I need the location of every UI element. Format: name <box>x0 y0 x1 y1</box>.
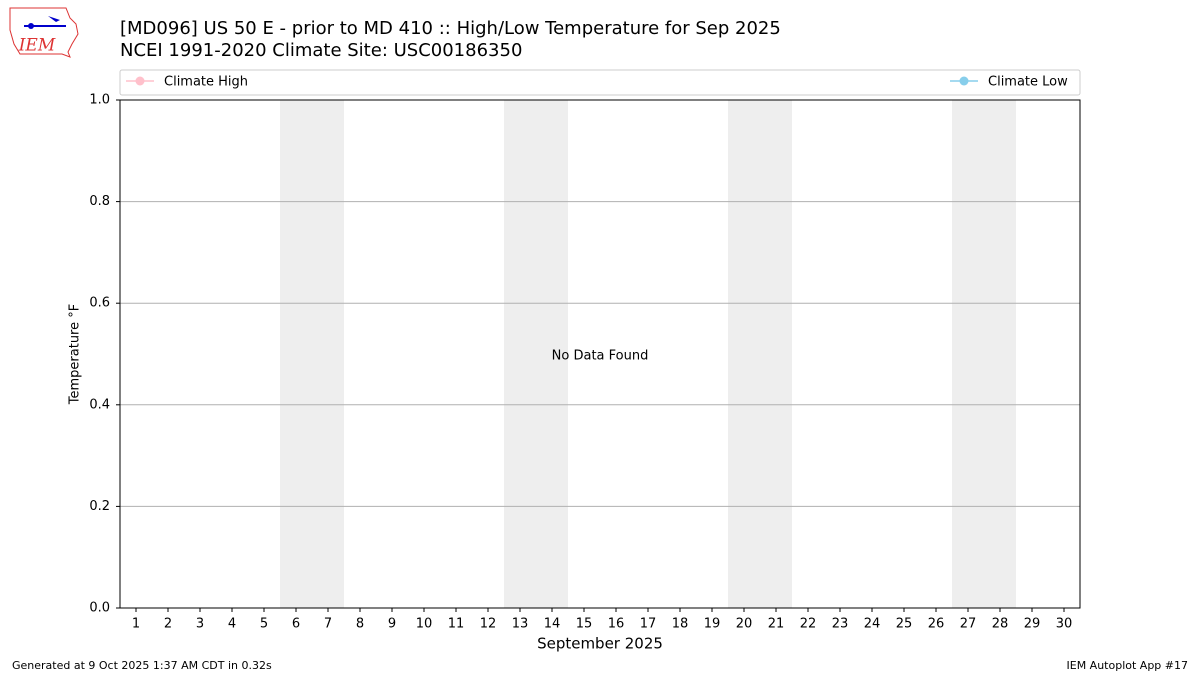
x-tick-label: 25 <box>896 617 913 632</box>
y-tick-label: 0.6 <box>89 296 110 311</box>
x-tick-label: 15 <box>576 617 593 632</box>
x-tick-label: 18 <box>672 617 689 632</box>
y-axis-label: Temperature °F <box>68 304 83 405</box>
y-tick-label: 0.4 <box>89 397 110 412</box>
x-tick-label: 1 <box>132 617 140 632</box>
x-tick-label: 21 <box>768 617 785 632</box>
footer-right: IEM Autoplot App #17 <box>1067 659 1189 672</box>
x-tick-label: 5 <box>260 617 268 632</box>
weekend-band <box>280 100 344 608</box>
chart-title: [MD096] US 50 E - prior to MD 410 :: Hig… <box>120 18 781 39</box>
weekend-band <box>504 100 568 608</box>
annotation: No Data Found <box>552 349 649 364</box>
x-tick-label: 24 <box>864 617 881 632</box>
logo: IEM <box>9 7 79 58</box>
x-tick-label: 17 <box>640 617 657 632</box>
x-tick-label: 6 <box>292 617 300 632</box>
x-tick-label: 9 <box>388 617 396 632</box>
legend-marker <box>135 76 145 86</box>
chart-subtitle: NCEI 1991-2020 Climate Site: USC00186350 <box>120 40 522 61</box>
x-tick-label: 14 <box>544 617 561 632</box>
y-tick-label: 0.2 <box>89 499 110 514</box>
legend <box>119 69 1081 96</box>
x-tick-label: 10 <box>416 617 433 632</box>
footer-left: Generated at 9 Oct 2025 1:37 AM CDT in 0… <box>12 659 272 672</box>
x-tick-label: 12 <box>480 617 497 632</box>
y-tick-label: 0.0 <box>89 601 110 616</box>
x-tick-label: 16 <box>608 617 625 632</box>
x-tick-label: 3 <box>196 617 204 632</box>
legend-marker <box>959 76 969 86</box>
y-tick-label: 1.0 <box>89 93 110 108</box>
x-tick-label: 30 <box>1056 617 1073 632</box>
x-tick-label: 27 <box>960 617 977 632</box>
legend-label: Climate Low <box>988 75 1068 90</box>
x-tick-label: 19 <box>704 617 721 632</box>
x-tick-label: 4 <box>228 617 236 632</box>
x-tick-label: 11 <box>448 617 465 632</box>
weekend-band <box>952 100 1016 608</box>
x-tick-label: 23 <box>832 617 849 632</box>
logo-text: IEM <box>18 36 56 56</box>
weekend-band <box>728 100 792 608</box>
x-tick-label: 13 <box>512 617 529 632</box>
x-tick-label: 22 <box>800 617 817 632</box>
x-tick-label: 8 <box>356 617 364 632</box>
x-tick-label: 29 <box>1024 617 1041 632</box>
x-tick-label: 7 <box>324 617 332 632</box>
x-tick-label: 28 <box>992 617 1009 632</box>
x-axis-label: September 2025 <box>537 635 663 653</box>
x-tick-label: 26 <box>928 617 945 632</box>
plot-frame <box>119 99 1081 609</box>
x-tick-label: 20 <box>736 617 753 632</box>
y-tick-label: 0.8 <box>89 194 110 209</box>
x-tick-label: 2 <box>164 617 172 632</box>
legend-label: Climate High <box>164 75 248 90</box>
